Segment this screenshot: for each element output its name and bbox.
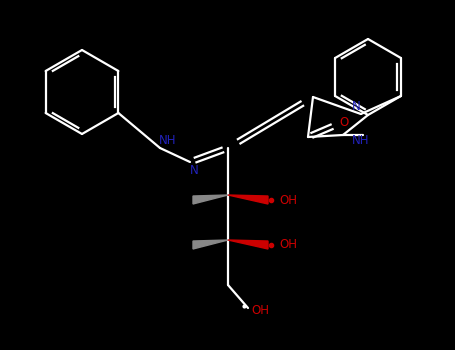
Text: OH: OH (279, 194, 297, 206)
Polygon shape (228, 240, 268, 249)
Text: O: O (339, 117, 349, 130)
Text: N: N (352, 99, 360, 112)
Text: N: N (190, 163, 198, 176)
Polygon shape (228, 195, 268, 204)
Text: NH: NH (159, 134, 177, 147)
Text: NH: NH (352, 133, 370, 147)
Polygon shape (193, 195, 228, 204)
Text: OH: OH (279, 238, 297, 252)
Polygon shape (193, 240, 228, 249)
Text: OH: OH (251, 304, 269, 317)
